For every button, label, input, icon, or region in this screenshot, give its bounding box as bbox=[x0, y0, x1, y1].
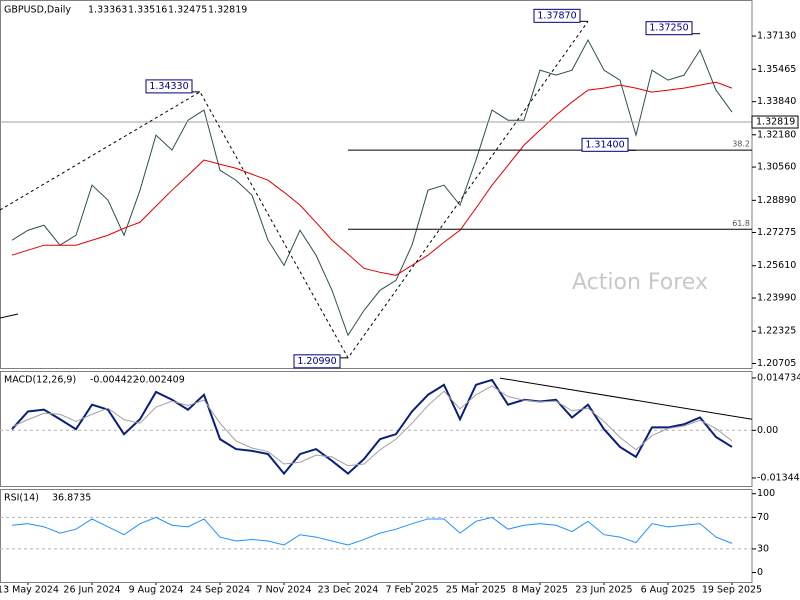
pivot-label: 1.37870 bbox=[537, 10, 576, 21]
indicator-name: RSI(14) bbox=[4, 493, 39, 504]
y-tick-label: 1.20705 bbox=[757, 358, 796, 369]
x-tick-label: 9 Aug 2024 bbox=[129, 585, 184, 596]
ohlc-value: 1.33363 bbox=[88, 5, 127, 16]
indicator-value: -0.004422 bbox=[90, 375, 139, 386]
y-tick-label: 1.22325 bbox=[757, 326, 796, 337]
series-line bbox=[11, 385, 733, 467]
series-line bbox=[11, 516, 733, 546]
ohlc-value: 1.32475 bbox=[168, 5, 207, 16]
x-tick-label: 25 Mar 2025 bbox=[446, 585, 506, 596]
symbol: GBPUSD,Daily bbox=[4, 5, 71, 16]
x-tick-label: 24 Sep 2024 bbox=[190, 585, 250, 596]
trend-stub bbox=[0, 313, 19, 319]
y-tick-label: -0.013442 bbox=[757, 472, 800, 483]
x-tick-label: 13 May 2024 bbox=[0, 585, 59, 596]
x-tick-label: 8 May 2025 bbox=[512, 585, 568, 596]
ohlc-value: 1.32819 bbox=[208, 5, 247, 16]
pivot-box bbox=[533, 8, 581, 23]
y-tick-label: 0 bbox=[757, 567, 763, 578]
y-tick-label: 0.014734 bbox=[757, 372, 800, 383]
price-tag-label: 1.32819 bbox=[756, 117, 795, 128]
x-tick-label: 7 Nov 2024 bbox=[257, 585, 312, 596]
y-tick-label: 1.37130 bbox=[757, 31, 796, 42]
watermark: Action Forex bbox=[572, 270, 708, 295]
ohlc-value: 1.33516 bbox=[128, 5, 167, 16]
x-tick-label: 26 Jun 2024 bbox=[63, 585, 120, 596]
y-tick-label: 70 bbox=[757, 512, 769, 523]
y-tick-label: 1.28890 bbox=[757, 195, 796, 206]
pivot-label: 1.37250 bbox=[649, 23, 688, 34]
pivot-box bbox=[645, 21, 693, 36]
y-tick-label: 1.30560 bbox=[757, 162, 796, 173]
series-line bbox=[11, 378, 733, 476]
y-tick-label: 1.33840 bbox=[757, 96, 796, 107]
indicator-name: MACD(12,26,9) bbox=[4, 375, 76, 386]
y-tick-label: 1.25610 bbox=[757, 260, 796, 271]
fib-label: 38.2 bbox=[732, 140, 750, 149]
panel-frame bbox=[0, 0, 753, 369]
trendline bbox=[499, 377, 753, 420]
y-tick-label: 1.23990 bbox=[757, 293, 796, 304]
pivot-label: 1.20990 bbox=[297, 356, 336, 367]
indicator-value: -0.002409 bbox=[136, 375, 185, 386]
pivot-box bbox=[581, 137, 629, 152]
x-tick-label: 19 Sep 2025 bbox=[702, 585, 762, 596]
zigzag bbox=[0, 21, 589, 359]
pivot-label: 1.34330 bbox=[149, 81, 188, 92]
y-tick-label: 1.35465 bbox=[757, 64, 796, 75]
panel-frame bbox=[0, 489, 753, 583]
x-tick-label: 23 Dec 2024 bbox=[318, 585, 379, 596]
indicator-value: 36.8735 bbox=[52, 493, 91, 504]
fib-label: 61.8 bbox=[732, 219, 750, 228]
y-tick-label: 1.32180 bbox=[757, 129, 796, 140]
pivot-label: 1.31400 bbox=[585, 139, 624, 150]
x-tick-label: 6 Aug 2025 bbox=[641, 585, 696, 596]
panel-frame bbox=[0, 371, 753, 487]
y-tick-label: 0.00 bbox=[757, 425, 778, 436]
series-line bbox=[11, 81, 733, 276]
price-tag bbox=[751, 115, 799, 129]
x-tick-label: 7 Feb 2025 bbox=[385, 585, 438, 596]
pivot-box bbox=[293, 354, 341, 369]
y-tick-label: 100 bbox=[757, 488, 775, 499]
y-tick-label: 1.27275 bbox=[757, 227, 796, 238]
pivot-box bbox=[145, 79, 193, 94]
y-tick-label: 30 bbox=[757, 543, 769, 554]
series-line bbox=[11, 39, 733, 337]
x-tick-label: 23 Jun 2025 bbox=[575, 585, 632, 596]
